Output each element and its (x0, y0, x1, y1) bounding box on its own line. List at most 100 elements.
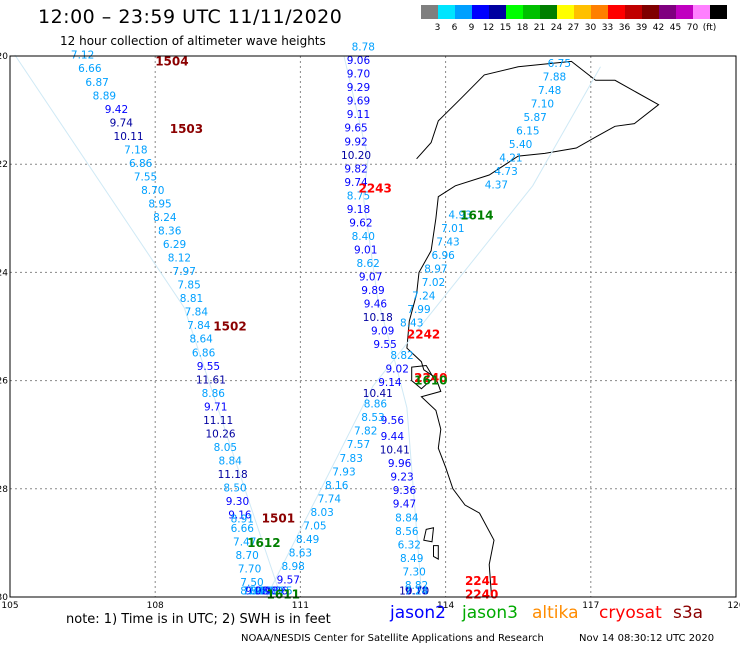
wave-value: 8.64 (189, 334, 213, 346)
wave-value: 5.40 (509, 139, 532, 151)
wave-value: 8.16 (325, 480, 349, 492)
wave-value: 8.89 (93, 90, 116, 102)
wave-value: 9.14 (378, 377, 402, 389)
wave-value: 7.18 (124, 144, 147, 156)
x-tick-label: 114 (437, 601, 454, 611)
wave-value: 7.83 (340, 453, 363, 465)
wave-value: 7.30 (402, 566, 425, 578)
wave-value: 7.57 (347, 439, 370, 451)
wave-value: 7.89 (260, 585, 283, 597)
wave-value: 9.29 (347, 82, 370, 94)
wave-value: 8.05 (214, 442, 237, 454)
timestamp: Nov 14 08:30:12 UTC 2020 (579, 633, 715, 644)
x-tick-label: 111 (292, 601, 309, 611)
scale-swatch (557, 5, 574, 19)
legend-jason2: jason2 (390, 603, 446, 623)
wave-value: 9.36 (393, 485, 417, 497)
wave-value: 7.50 (240, 577, 263, 589)
wave-value: 8.50 (223, 483, 246, 495)
track-line (266, 66, 601, 598)
pass-label: 1614 (460, 209, 493, 223)
wave-value: 8.98 (281, 561, 304, 573)
wave-value: 9.70 (347, 69, 370, 81)
wave-value: 10.41 (363, 388, 393, 400)
footer-note: note: 1) Time is in UTC; 2) SWH is in fe… (66, 612, 331, 627)
wave-value: 9.18 (405, 585, 428, 597)
wave-value: 8.49 (400, 553, 423, 565)
wave-value: 6.96 (431, 250, 455, 262)
scale-label: 42 (652, 23, 665, 33)
wave-value: 8.43 (400, 318, 423, 330)
wave-value: 9.62 (349, 217, 372, 229)
wave-value: 8.36 (158, 226, 182, 238)
scale-swatch (625, 5, 642, 19)
wave-value: 4.73 (494, 166, 517, 178)
wave-value: 6.75 (548, 58, 571, 70)
scale-swatch (438, 5, 455, 19)
wave-value: 6.86 (129, 158, 153, 170)
pass-label: 2240 (414, 371, 447, 385)
wave-value: 10.20 (341, 150, 371, 162)
y-tick-label: 22 (0, 160, 8, 170)
wave-value: 7.84 (187, 320, 211, 332)
y-tick-label: 30 (0, 593, 8, 603)
wave-value: 9.55 (197, 361, 220, 373)
wave-value: 7.45 (243, 585, 266, 597)
pass-label: 1503 (170, 122, 203, 136)
wave-value: 7.97 (173, 266, 196, 278)
page-title: 12:00 – 23:59 UTC 11/11/2020 (38, 6, 343, 28)
wave-value: 10.26 (206, 428, 236, 440)
wave-value: 9.09 (371, 326, 394, 338)
wave-value: 6.32 (398, 539, 421, 551)
pass-label: 1501 (262, 512, 295, 526)
wave-value: 8.43 (250, 585, 273, 597)
wave-value: 8.84 (240, 585, 264, 597)
wave-value: 8.49 (296, 534, 319, 546)
pass-label: 1610 (414, 374, 447, 388)
scale-label: 18 (516, 23, 529, 33)
wave-value: 7.70 (238, 564, 261, 576)
wave-value: 7.55 (134, 171, 157, 183)
scale-swatch (591, 5, 608, 19)
wave-value: 4.37 (485, 180, 508, 192)
wave-value: 10.11 (114, 131, 144, 143)
wave-value: 7.93 (332, 466, 355, 478)
scale-swatch (472, 5, 489, 19)
wave-value: 9.18 (347, 204, 370, 216)
scale-label: 15 (499, 23, 512, 33)
coastline-path (406, 60, 660, 598)
wave-value: 8.78 (352, 42, 375, 54)
wave-value: 9.69 (347, 96, 370, 108)
pass-label: 1502 (213, 320, 246, 334)
scale-swatch (693, 5, 710, 19)
x-tick-label: 120 (727, 601, 740, 611)
wave-value: 8.82 (390, 350, 413, 362)
legend-s3a: s3a (673, 603, 704, 623)
wave-value: 6.15 (516, 125, 539, 137)
wave-value: 9.42 (105, 104, 128, 116)
page-subtitle: 12 hour collection of altimeter wave hei… (60, 34, 326, 48)
scale-label: 24 (550, 23, 563, 33)
legend-jason3: jason3 (462, 603, 518, 623)
wave-value: 9.06 (347, 55, 371, 67)
wave-value: 6.86 (192, 347, 216, 359)
wave-value: 6.66 (231, 523, 255, 535)
legend-cryosat: cryosat (599, 603, 662, 623)
legend-altika: altika (532, 603, 579, 623)
wave-value: 9.57 (277, 574, 300, 586)
wave-value: 9.08 (245, 585, 268, 597)
wave-values: 7.126.666.878.899.429.7410.117.186.867.5… (71, 42, 571, 598)
wave-value: 7.88 (543, 71, 566, 83)
wave-value: 7.85 (177, 280, 200, 292)
satellite-tracks (14, 54, 601, 598)
wave-value: 9.16 (228, 510, 252, 522)
scale-label: 6 (451, 23, 458, 33)
wave-value: 6.29 (163, 239, 186, 251)
wave-value: 9.18 (255, 585, 278, 597)
y-tick-label: 24 (0, 268, 8, 278)
scale-label: 27 (567, 23, 580, 33)
axis-ticks: 105 108 111 114 117 120 20 22 24 26 28 30 (0, 52, 740, 611)
wave-value: 6.87 (85, 77, 108, 89)
wave-value: 9.44 (381, 431, 405, 443)
track-line (343, 55, 422, 592)
